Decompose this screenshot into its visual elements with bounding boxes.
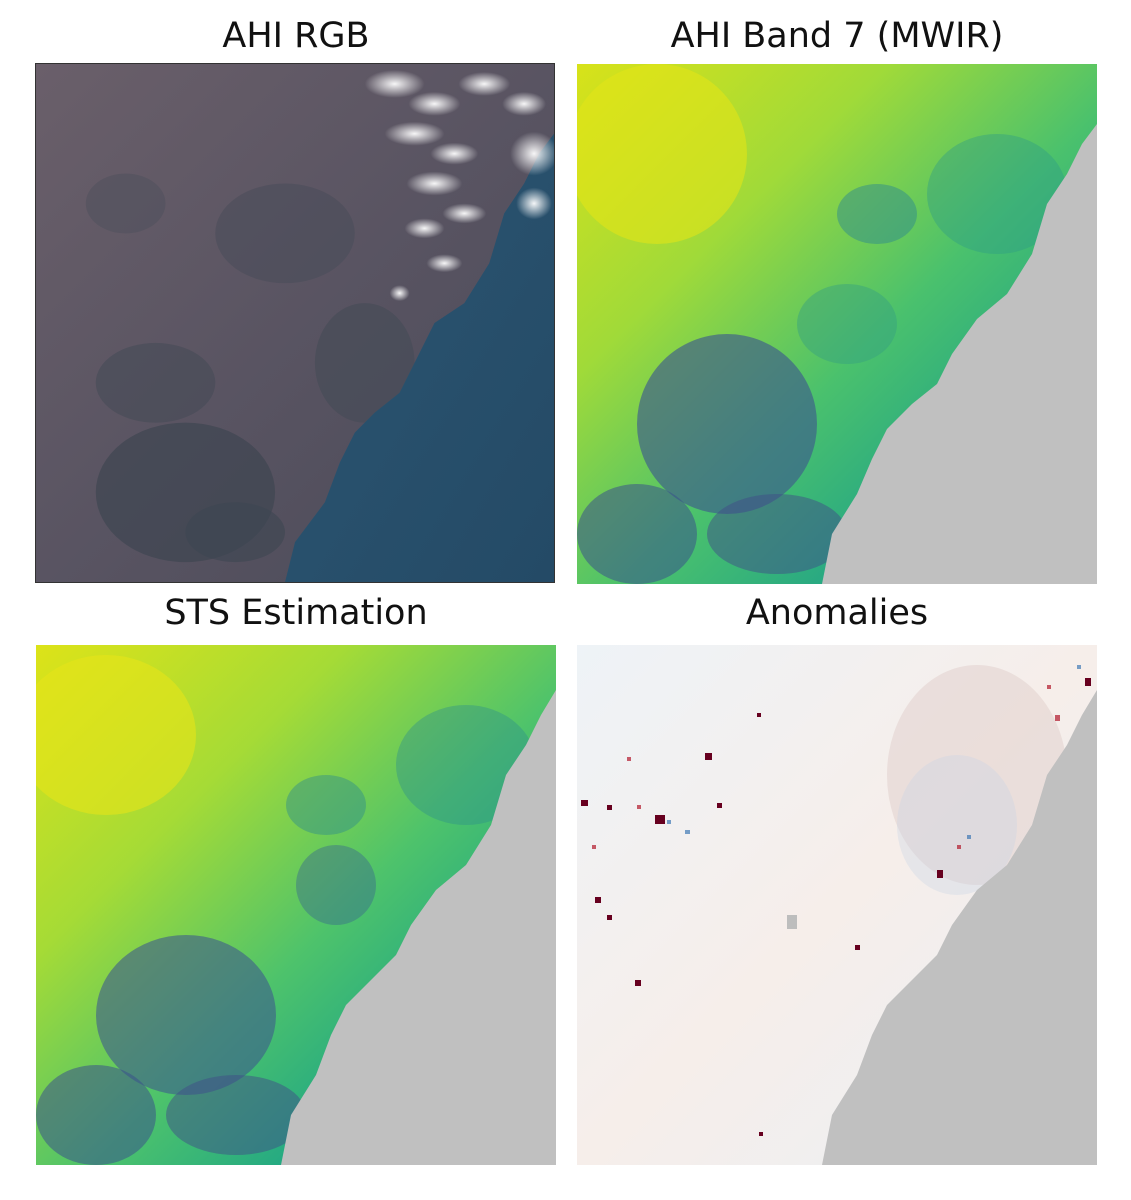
anomalies-image <box>577 645 1097 1165</box>
sts-estimation-image <box>36 645 556 1165</box>
panel-title-anomalies: Anomalies <box>745 593 929 633</box>
panel-title-ahi-band7: AHI Band 7 (MWIR) <box>670 16 1004 56</box>
panel-title-ahi-rgb: AHI RGB <box>222 16 370 56</box>
panel-title-sts-estimation: STS Estimation <box>164 593 428 633</box>
ahi-band7-image <box>577 64 1097 584</box>
ahi-rgb-image <box>35 63 555 583</box>
